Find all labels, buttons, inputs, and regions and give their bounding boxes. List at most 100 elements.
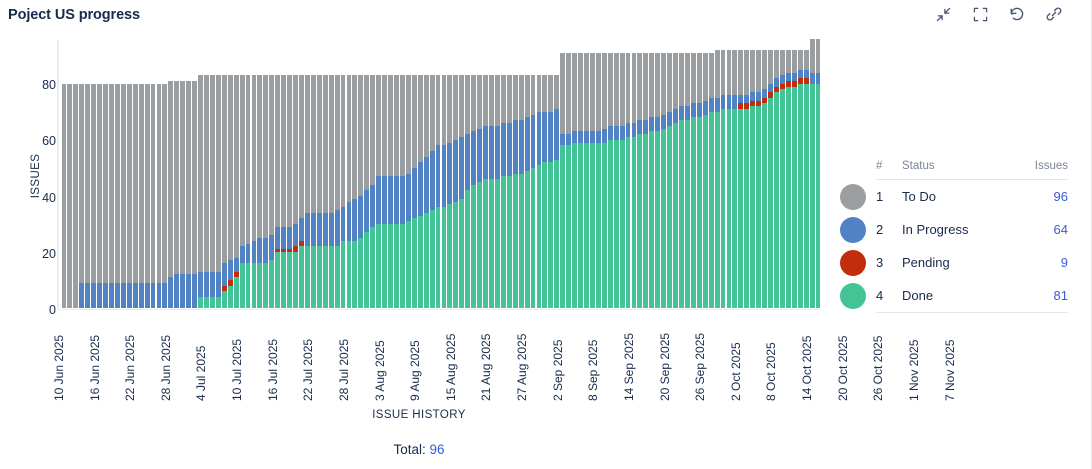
- bar-column[interactable]: [489, 39, 495, 308]
- bar-column[interactable]: [572, 39, 578, 308]
- bar-column[interactable]: [186, 39, 192, 308]
- bar-column[interactable]: [702, 39, 708, 308]
- bar-column[interactable]: [536, 39, 542, 308]
- bar-column[interactable]: [785, 39, 791, 308]
- bar-column[interactable]: [263, 39, 269, 308]
- bar-column[interactable]: [750, 39, 756, 308]
- bar-column[interactable]: [625, 39, 631, 308]
- bar-column[interactable]: [376, 39, 382, 308]
- bar-column[interactable]: [340, 39, 346, 308]
- bar-column[interactable]: [382, 39, 388, 308]
- bar-column[interactable]: [459, 39, 465, 308]
- bar-column[interactable]: [180, 39, 186, 308]
- bar-column[interactable]: [67, 39, 73, 308]
- bar-column[interactable]: [578, 39, 584, 308]
- bar-column[interactable]: [726, 39, 732, 308]
- bar-column[interactable]: [465, 39, 471, 308]
- bar-column[interactable]: [209, 39, 215, 308]
- bar-column[interactable]: [144, 39, 150, 308]
- bar-column[interactable]: [114, 39, 120, 308]
- bar-column[interactable]: [447, 39, 453, 308]
- legend-row[interactable]: 3 Pending 9: [840, 246, 1068, 279]
- bar-column[interactable]: [797, 39, 803, 308]
- legend-row[interactable]: 2 In Progress 64: [840, 213, 1068, 246]
- bar-column[interactable]: [215, 39, 221, 308]
- bar-column[interactable]: [233, 39, 239, 308]
- bar-column[interactable]: [649, 39, 655, 308]
- bar-column[interactable]: [589, 39, 595, 308]
- bar-column[interactable]: [566, 39, 572, 308]
- bar-column[interactable]: [174, 39, 180, 308]
- bar-column[interactable]: [251, 39, 257, 308]
- bar-column[interactable]: [405, 39, 411, 308]
- bar-column[interactable]: [744, 39, 750, 308]
- bar-column[interactable]: [779, 39, 785, 308]
- bar-column[interactable]: [198, 39, 204, 308]
- bar-column[interactable]: [815, 39, 821, 308]
- bar-column[interactable]: [245, 39, 251, 308]
- bar-column[interactable]: [281, 39, 287, 308]
- bar-column[interactable]: [441, 39, 447, 308]
- bar-column[interactable]: [607, 39, 613, 308]
- bar-column[interactable]: [613, 39, 619, 308]
- bar-column[interactable]: [310, 39, 316, 308]
- bar-column[interactable]: [346, 39, 352, 308]
- bar-column[interactable]: [227, 39, 233, 308]
- bar-column[interactable]: [293, 39, 299, 308]
- bar-column[interactable]: [696, 39, 702, 308]
- bar-column[interactable]: [732, 39, 738, 308]
- bar-column[interactable]: [399, 39, 405, 308]
- bar-column[interactable]: [453, 39, 459, 308]
- bar-column[interactable]: [667, 39, 673, 308]
- bar-column[interactable]: [560, 39, 566, 308]
- bar-column[interactable]: [322, 39, 328, 308]
- bar-column[interactable]: [655, 39, 661, 308]
- legend-row[interactable]: 4 Done 81: [840, 279, 1068, 313]
- bar-column[interactable]: [138, 39, 144, 308]
- bar-column[interactable]: [162, 39, 168, 308]
- bar-column[interactable]: [97, 39, 103, 308]
- bar-column[interactable]: [518, 39, 524, 308]
- bar-column[interactable]: [287, 39, 293, 308]
- bar-column[interactable]: [299, 39, 305, 308]
- bar-column[interactable]: [530, 39, 536, 308]
- bar-column[interactable]: [601, 39, 607, 308]
- bar-column[interactable]: [358, 39, 364, 308]
- bar-column[interactable]: [91, 39, 97, 308]
- bar-column[interactable]: [619, 39, 625, 308]
- bar-column[interactable]: [631, 39, 637, 308]
- bar-column[interactable]: [316, 39, 322, 308]
- fullscreen-icon[interactable]: [970, 4, 990, 24]
- bar-column[interactable]: [388, 39, 394, 308]
- bar-column[interactable]: [714, 39, 720, 308]
- bar-column[interactable]: [643, 39, 649, 308]
- bar-column[interactable]: [126, 39, 132, 308]
- bar-column[interactable]: [156, 39, 162, 308]
- bar-column[interactable]: [483, 39, 489, 308]
- bar-column[interactable]: [435, 39, 441, 308]
- bar-column[interactable]: [690, 39, 696, 308]
- bar-column[interactable]: [679, 39, 685, 308]
- bar-column[interactable]: [506, 39, 512, 308]
- bar-column[interactable]: [275, 39, 281, 308]
- bar-column[interactable]: [708, 39, 714, 308]
- bar-column[interactable]: [85, 39, 91, 308]
- refresh-icon[interactable]: [1007, 4, 1027, 24]
- bar-column[interactable]: [471, 39, 477, 308]
- bar-column[interactable]: [548, 39, 554, 308]
- bar-column[interactable]: [204, 39, 210, 308]
- bar-column[interactable]: [120, 39, 126, 308]
- bar-column[interactable]: [500, 39, 506, 308]
- bar-column[interactable]: [61, 39, 67, 308]
- bar-column[interactable]: [334, 39, 340, 308]
- bar-column[interactable]: [132, 39, 138, 308]
- bar-column[interactable]: [417, 39, 423, 308]
- bar-column[interactable]: [661, 39, 667, 308]
- bar-column[interactable]: [738, 39, 744, 308]
- bar-column[interactable]: [774, 39, 780, 308]
- bar-column[interactable]: [637, 39, 643, 308]
- collapse-icon[interactable]: [933, 4, 953, 24]
- bar-column[interactable]: [673, 39, 679, 308]
- bar-column[interactable]: [79, 39, 85, 308]
- bar-column[interactable]: [584, 39, 590, 308]
